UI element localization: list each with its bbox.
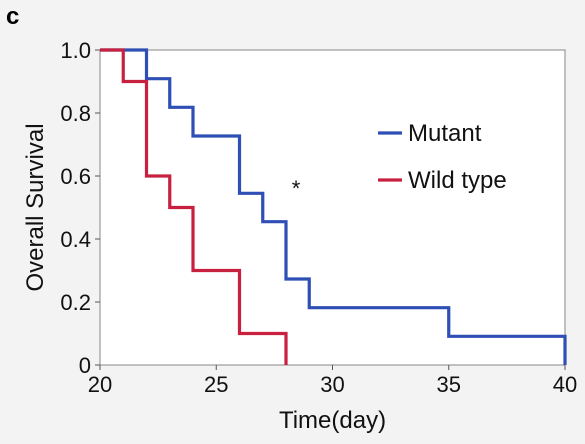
series-line-mutant — [100, 48, 567, 365]
y-tick-label: 0.8 — [60, 101, 91, 126]
y-tick-label: 0.4 — [60, 227, 91, 252]
significance-marker: * — [292, 176, 301, 201]
legend-label: Mutant — [408, 120, 482, 147]
x-tick-label: 25 — [204, 372, 228, 397]
x-tick-label: 20 — [88, 372, 112, 397]
panel-label: c — [6, 3, 19, 30]
y-tick-label: 0 — [79, 353, 91, 378]
x-tick-label: 35 — [437, 372, 461, 397]
x-axis-title: Time(day) — [279, 407, 386, 434]
y-tick-label: 1.0 — [60, 38, 91, 63]
x-tick-label: 40 — [553, 372, 577, 397]
y-tick-label: 0.2 — [60, 290, 91, 315]
legend-label: Wild type — [408, 167, 507, 194]
x-tick-label: 30 — [320, 372, 344, 397]
y-axis-title: Overall Survival — [22, 123, 49, 291]
series-line-wild-type — [100, 48, 288, 365]
y-tick-label: 0.6 — [60, 164, 91, 189]
